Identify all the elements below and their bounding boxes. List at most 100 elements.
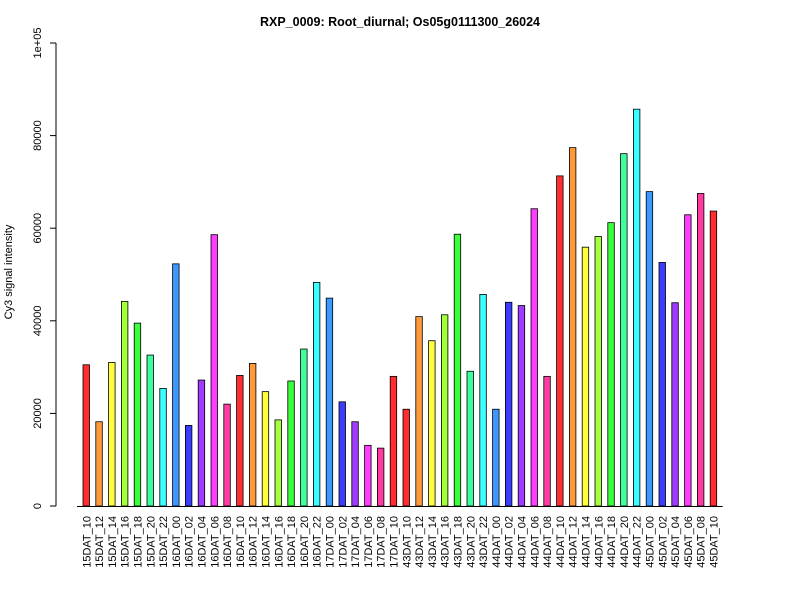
y-tick-label: 20000: [32, 398, 44, 429]
bar-44DAT_12: [569, 147, 577, 507]
x-tick-label: 44DAT_22: [632, 516, 644, 568]
bar-45DAT_04: [671, 302, 679, 507]
bar-16DAT_12: [248, 362, 257, 507]
x-tick-label: 16DAT_14: [260, 516, 272, 568]
bar-15DAT_18: [133, 322, 142, 507]
bar-16DAT_10: [236, 375, 244, 507]
bar-43DAT_12: [415, 316, 423, 507]
bar-44DAT_22: [633, 108, 641, 507]
x-tick-label: 44DAT_08: [542, 516, 554, 568]
x-tick-label: 43DAT_18: [452, 516, 464, 568]
bar-44DAT_06: [530, 208, 538, 507]
bar-45DAT_00: [645, 191, 654, 507]
x-tick-label: 44DAT_00: [491, 516, 503, 568]
bar-45DAT_06: [684, 214, 692, 507]
bar-16DAT_08: [223, 403, 231, 507]
bar-17DAT_06: [364, 444, 372, 507]
bar-43DAT_22: [479, 294, 487, 507]
x-tick-label: 15DAT_10: [81, 516, 93, 568]
bar-15DAT_12: [95, 421, 103, 507]
bar-15DAT_10: [82, 364, 90, 507]
x-tick-label: 44DAT_20: [619, 516, 631, 568]
x-tick-label: 16DAT_22: [312, 516, 324, 568]
bar-16DAT_14: [261, 391, 270, 507]
x-tick-label: 15DAT_22: [158, 516, 170, 568]
x-tick-label: 45DAT_02: [657, 516, 669, 568]
bar-16DAT_20: [300, 348, 308, 507]
bar-44DAT_00: [492, 408, 500, 507]
y-axis: 0 20000 40000 60000 80000 1e+05: [32, 28, 57, 509]
bar-17DAT_00: [325, 297, 334, 507]
bar-16DAT_00: [172, 263, 180, 507]
x-tick-label: 17DAT_04: [350, 516, 362, 568]
x-tick-label: 43DAT_22: [478, 516, 490, 568]
x-tick-label: 43DAT_10: [401, 516, 413, 568]
x-tick-label: 44DAT_10: [555, 516, 567, 568]
x-tick-label: 44DAT_12: [568, 516, 580, 568]
x-tick-label: 16DAT_18: [286, 516, 298, 568]
bar-17DAT_08: [376, 447, 385, 507]
bar-16DAT_02: [184, 425, 193, 507]
bar-17DAT_10: [389, 375, 398, 507]
x-tick-label: 44DAT_16: [593, 516, 605, 568]
x-tick-label: 15DAT_18: [132, 516, 144, 568]
bar-17DAT_02: [338, 401, 346, 507]
x-tick-label: 16DAT_04: [196, 516, 208, 568]
x-tick-label: 16DAT_06: [209, 516, 221, 568]
x-tick-label: 16DAT_20: [299, 516, 311, 568]
bar-16DAT_18: [287, 380, 295, 507]
y-tick-label: 60000: [32, 213, 44, 244]
x-tick-label: 45DAT_06: [683, 516, 695, 568]
bar-15DAT_20: [146, 354, 154, 507]
y-tick-label: 0: [32, 503, 44, 509]
bar-15DAT_22: [159, 387, 167, 507]
x-tick-label: 17DAT_02: [337, 516, 349, 568]
x-tick-label: 15DAT_20: [145, 516, 157, 568]
bar-16DAT_16: [274, 419, 282, 507]
x-tick-label: 43DAT_16: [440, 516, 452, 568]
y-tick-label: 80000: [32, 120, 44, 151]
chart-title: RXP_0009: Root_diurnal; Os05g0111300_260…: [260, 15, 540, 29]
bar-45DAT_02: [658, 262, 666, 507]
bar-43DAT_16: [440, 314, 449, 507]
x-tick-label: 45DAT_10: [708, 516, 720, 568]
x-tick-label: 17DAT_00: [324, 516, 336, 568]
bar-44DAT_04: [517, 305, 526, 507]
bar-15DAT_16: [121, 300, 129, 507]
bar-44DAT_18: [607, 222, 615, 507]
bar-16DAT_06: [210, 234, 218, 507]
x-tick-label: 16DAT_12: [248, 516, 260, 568]
bar-43DAT_14: [428, 340, 436, 507]
x-tick-label: 16DAT_00: [171, 516, 183, 568]
bar-16DAT_04: [197, 379, 206, 507]
y-tick-label: 1e+05: [32, 28, 44, 59]
bars-group: [82, 108, 718, 507]
x-tick-label: 44DAT_04: [516, 516, 528, 568]
x-tick-label: 17DAT_08: [376, 516, 388, 568]
x-tick-label: 43DAT_12: [414, 516, 426, 568]
y-axis-label: Cy3 signal intensity: [3, 224, 15, 319]
x-tick-label: 17DAT_10: [388, 516, 400, 568]
y-tick-label: 40000: [32, 306, 44, 337]
bar-44DAT_14: [581, 246, 590, 507]
bar-17DAT_04: [351, 421, 359, 507]
bar-45DAT_08: [697, 193, 705, 507]
x-tick-label: 44DAT_02: [504, 516, 516, 568]
x-tick-label: 43DAT_20: [465, 516, 477, 568]
bar-15DAT_14: [108, 362, 116, 507]
x-tick-label: 45DAT_08: [696, 516, 708, 568]
x-tick-label: 45DAT_04: [670, 516, 682, 568]
x-tick-label: 44DAT_06: [529, 516, 541, 568]
bar-43DAT_20: [466, 370, 474, 507]
x-tick-label: 15DAT_16: [120, 516, 132, 568]
bar-44DAT_08: [543, 375, 551, 507]
bar-43DAT_18: [453, 233, 462, 507]
x-tick-label: 45DAT_00: [644, 516, 656, 568]
x-tick-label: 16DAT_10: [235, 516, 247, 568]
x-tick-label: 15DAT_14: [107, 516, 119, 568]
x-tick-label: 16DAT_02: [184, 516, 196, 568]
x-tick-label: 17DAT_06: [363, 516, 375, 568]
x-tick-label: 16DAT_16: [273, 516, 285, 568]
bar-44DAT_10: [556, 175, 564, 507]
